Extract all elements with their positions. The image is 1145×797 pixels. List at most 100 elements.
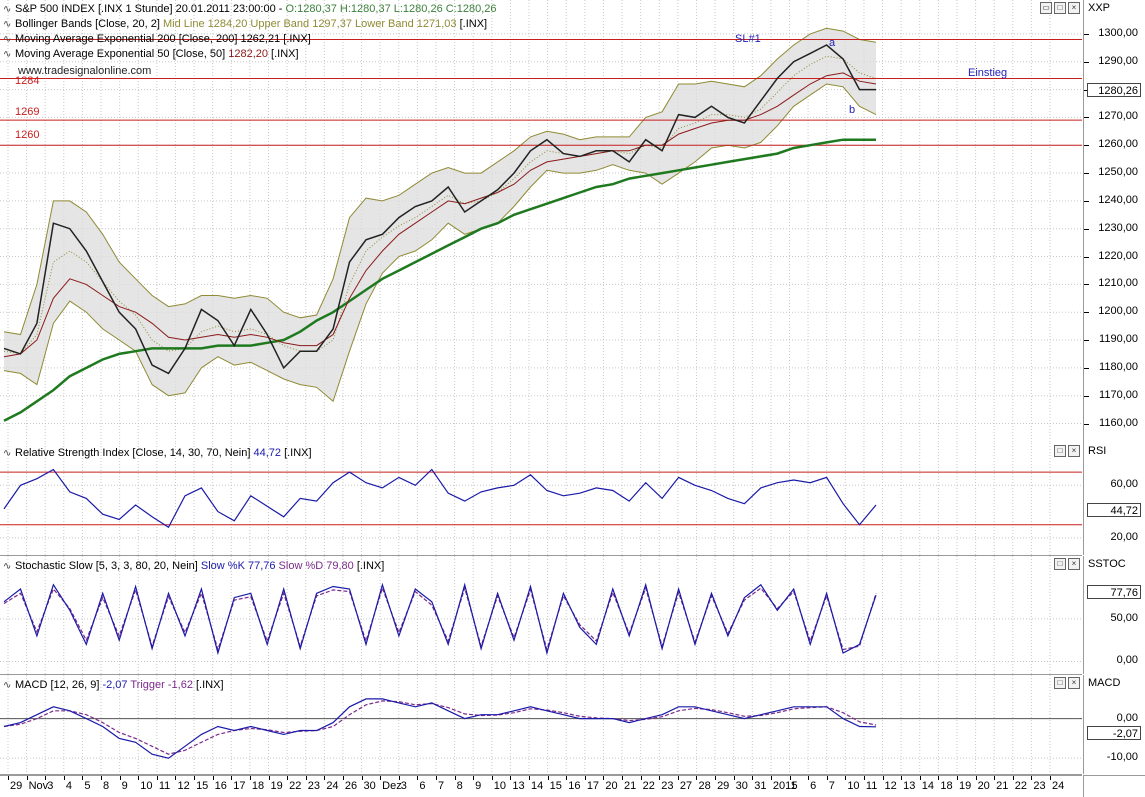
time-tick-label: 19 bbox=[270, 780, 283, 792]
time-tick-mark bbox=[1012, 776, 1014, 780]
time-tick-mark bbox=[863, 776, 865, 780]
time-tick-label: 29 bbox=[10, 780, 23, 792]
time-tick-mark bbox=[380, 776, 382, 780]
time-tick-label: 9 bbox=[121, 780, 128, 792]
time-tick-mark bbox=[435, 776, 437, 780]
price-tick-label: 1190,00 bbox=[1099, 333, 1138, 346]
time-tick-mark bbox=[342, 776, 344, 780]
time-tick-mark bbox=[789, 776, 791, 780]
time-tick-mark bbox=[640, 776, 642, 780]
time-tick-label: 16 bbox=[568, 780, 581, 792]
price-tick-mark bbox=[1084, 61, 1089, 63]
chart-line-icon: ∿ bbox=[3, 34, 12, 45]
rsi-current-marker: 44,72 bbox=[1087, 503, 1141, 517]
maximize-icon[interactable]: □ bbox=[1054, 445, 1066, 457]
price-tick-label: 1170,00 bbox=[1099, 388, 1138, 401]
bb-legend[interactable]: ∿ Bollinger Bands [Close, 20, 2] Mid Line… bbox=[3, 18, 488, 30]
bollinger-mid-line bbox=[3, 55, 877, 355]
time-axis[interactable]: 29 Nov 3 4 5 8 9 10 11 12 15 16 17 18 19 22 23 24 26 30 Dez 3… bbox=[0, 775, 1082, 797]
time-tick-mark bbox=[622, 776, 624, 780]
time-tick-mark bbox=[994, 776, 996, 780]
price-tick-label: 1300,00 bbox=[1098, 26, 1138, 39]
time-tick-mark bbox=[956, 776, 958, 780]
chart-line-icon: ∿ bbox=[3, 680, 12, 691]
time-tick-mark bbox=[733, 776, 735, 780]
price-axis[interactable]: XXP 1300,001290,001280,001270,001260,001… bbox=[1083, 0, 1145, 443]
close-icon[interactable]: × bbox=[1068, 558, 1080, 570]
ema200-legend[interactable]: ∿ Moving Average Exponential 200 [Close, … bbox=[3, 33, 311, 45]
time-tick-label: 28 bbox=[698, 780, 711, 792]
sl-annotation: SL#1 bbox=[735, 33, 761, 45]
price-tick-label: 1200,00 bbox=[1098, 305, 1138, 318]
stoch-d-line bbox=[3, 586, 877, 652]
maximize-icon[interactable]: □ bbox=[1054, 677, 1066, 689]
time-tick-label: 24 bbox=[326, 780, 339, 792]
price-tick-mark bbox=[1084, 173, 1089, 175]
time-tick-label: 8 bbox=[103, 780, 110, 792]
time-tick-mark bbox=[808, 776, 810, 780]
time-tick-mark bbox=[417, 776, 419, 780]
price-tick-mark bbox=[1084, 33, 1089, 35]
price-tick-mark bbox=[1084, 395, 1089, 397]
maximize-icon[interactable]: □ bbox=[1054, 558, 1066, 570]
stoch-chart bbox=[0, 556, 1082, 674]
time-tick-label: 7 bbox=[828, 780, 835, 792]
time-tick-label: 22 bbox=[642, 780, 655, 792]
level-label-1284: 1284 bbox=[15, 75, 40, 87]
rsi-pane: ∿ Relative Strength Index [Close, 14, 30,… bbox=[0, 443, 1082, 556]
time-tick-label: 18 bbox=[940, 780, 953, 792]
price-line bbox=[3, 44, 876, 375]
watermark: www.tradesignalonline.com bbox=[18, 65, 152, 77]
price-tick-mark bbox=[1084, 117, 1089, 119]
time-tick-mark bbox=[101, 776, 103, 780]
time-tick-label: 27 bbox=[679, 780, 693, 792]
axis-corner bbox=[1083, 775, 1145, 797]
time-tick-label: 30 bbox=[735, 780, 748, 792]
time-tick-label: 15 bbox=[549, 780, 562, 792]
ema50-legend[interactable]: ∿ Moving Average Exponential 50 [Close, 5… bbox=[3, 48, 299, 60]
time-tick-label: 31 bbox=[754, 780, 767, 792]
price-tick-label: 1270,00 bbox=[1098, 110, 1138, 123]
rsi-legend[interactable]: ∿ Relative Strength Index [Close, 14, 30,… bbox=[3, 447, 312, 459]
time-tick-mark bbox=[361, 776, 363, 780]
price-tick-mark bbox=[1084, 228, 1089, 230]
macd-legend[interactable]: ∿ MACD [12, 26, 9] -2,07 Trigger -1,62 [.… bbox=[3, 679, 224, 691]
time-tick-label: 17 bbox=[586, 780, 600, 792]
chart-line-icon: ∿ bbox=[3, 19, 12, 30]
price-window-buttons: ▭ □ × bbox=[1040, 2, 1080, 14]
close-icon[interactable]: × bbox=[1068, 677, 1080, 689]
price-tick-mark bbox=[1084, 200, 1089, 202]
stoch-pane: ∿ Stochastic Slow [5, 3, 3, 80, 20, Nein]… bbox=[0, 556, 1082, 675]
time-tick-mark bbox=[919, 776, 921, 780]
time-tick-mark bbox=[26, 776, 28, 780]
time-tick-mark bbox=[770, 776, 772, 780]
time-tick-label: 13 bbox=[903, 780, 916, 792]
time-tick-mark bbox=[305, 776, 307, 780]
close-icon[interactable]: × bbox=[1068, 445, 1080, 457]
time-tick-mark bbox=[287, 776, 289, 780]
price-tick-mark bbox=[1084, 145, 1089, 147]
stoch-axis[interactable]: SSTOC 50,00 0,00 77,76 bbox=[1083, 556, 1145, 674]
macd-current-marker: -2,07 bbox=[1087, 726, 1141, 740]
ema50-line bbox=[3, 72, 877, 358]
stoch-legend[interactable]: ∿ Stochastic Slow [5, 3, 3, 80, 20, Nein]… bbox=[3, 560, 385, 572]
time-tick-mark bbox=[119, 776, 121, 780]
price-tick-mark bbox=[1084, 312, 1089, 314]
price-tick-label: 1180,00 bbox=[1099, 360, 1138, 373]
restore-icon[interactable]: ▭ bbox=[1040, 2, 1052, 14]
maximize-icon[interactable]: □ bbox=[1054, 2, 1066, 14]
price-tick-mark bbox=[1084, 340, 1089, 342]
time-tick-mark bbox=[1050, 776, 1051, 780]
time-tick-mark bbox=[1031, 776, 1033, 780]
time-tick-label: 23 bbox=[661, 780, 674, 792]
price-axis-title: XXP bbox=[1088, 2, 1111, 14]
rsi-axis[interactable]: RSI 60,00 20,00 44,72 bbox=[1083, 443, 1145, 555]
close-icon[interactable]: × bbox=[1068, 2, 1080, 14]
time-tick-mark bbox=[249, 776, 251, 780]
macd-trigger-line bbox=[3, 700, 877, 755]
macd-axis[interactable]: MACD 0,00 -10,00 -2,07 bbox=[1083, 675, 1145, 774]
macd-chart bbox=[0, 675, 1082, 774]
price-tick-label: 1260,00 bbox=[1098, 138, 1138, 151]
chart-line-icon: ∿ bbox=[3, 561, 12, 572]
time-tick-label: 6 bbox=[810, 780, 817, 792]
